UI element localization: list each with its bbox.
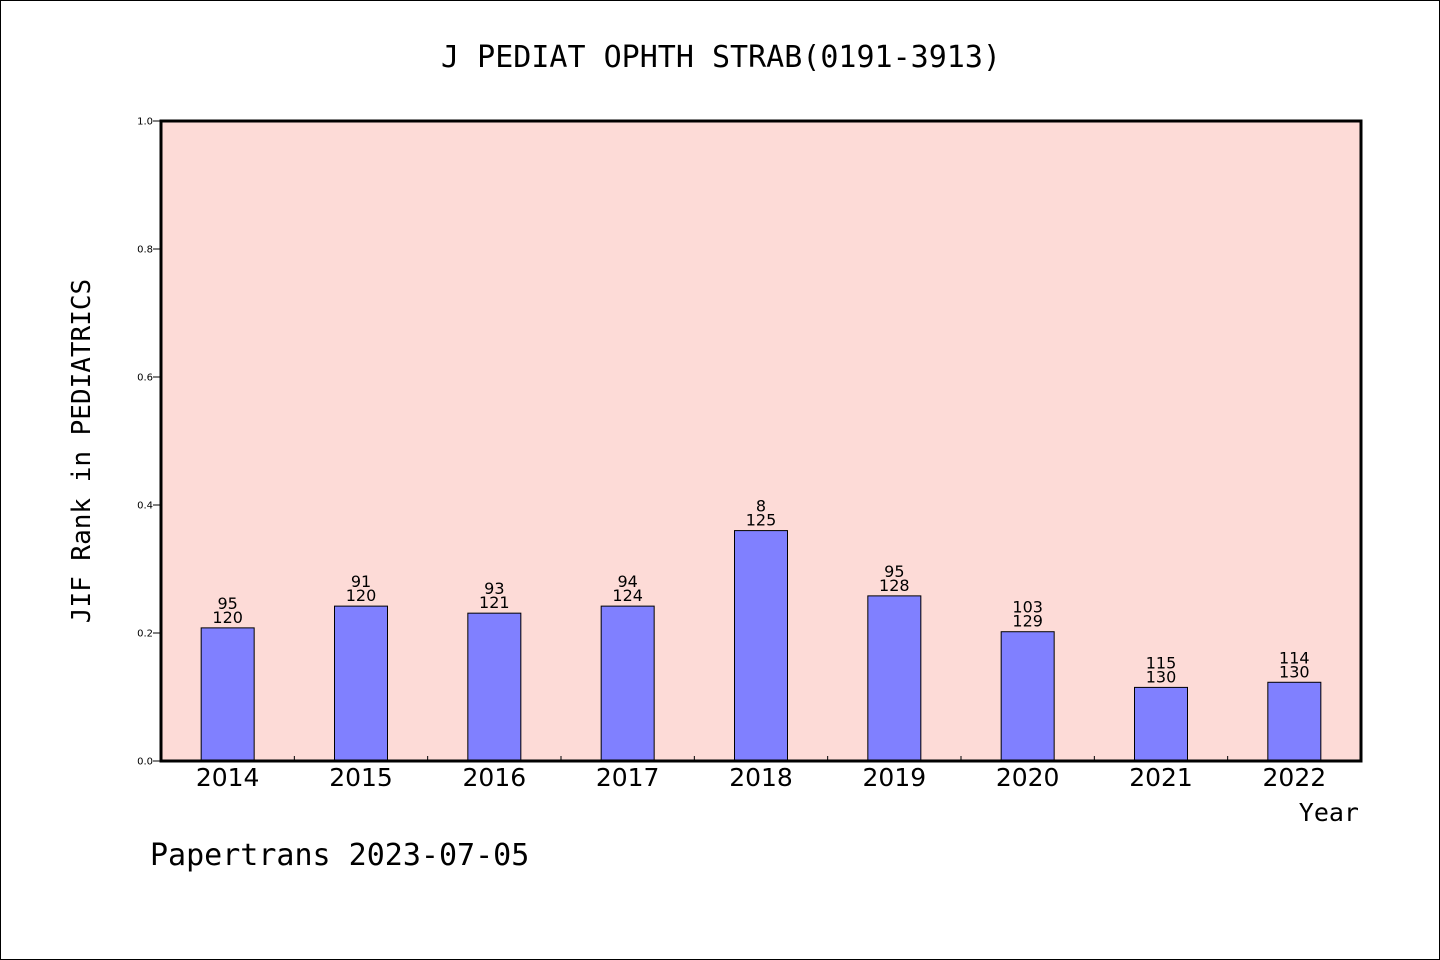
- x-axis-label: Year: [1299, 798, 1359, 827]
- y-tick-label: 0.0: [137, 757, 153, 768]
- bar-label-total: 121: [479, 593, 510, 612]
- y-tick-label: 0.2: [137, 629, 153, 640]
- footer-text: Papertrans 2023-07-05: [150, 838, 529, 873]
- bar-label-total: 130: [1279, 662, 1310, 681]
- y-axis-label: JIF Rank in PEDIATRICS: [67, 279, 97, 623]
- bar: [734, 530, 788, 762]
- bar-label-rank: 8: [756, 497, 766, 516]
- bar: [1000, 631, 1055, 762]
- bar-label-total: 120: [346, 586, 377, 605]
- bar: [1267, 681, 1322, 762]
- plot-frame: [159, 119, 1363, 763]
- bar-label-rank: 93: [484, 579, 504, 598]
- bar-label-rank: 94: [617, 572, 637, 591]
- x-tick-label: 2014: [196, 763, 260, 792]
- bar: [867, 595, 922, 762]
- x-tick-label: 2022: [1263, 763, 1327, 792]
- bar-label-rank: 114: [1279, 648, 1310, 667]
- bar-label-rank: 95: [217, 594, 237, 613]
- bar-label-rank: 91: [351, 572, 371, 591]
- bar: [334, 605, 388, 762]
- bar-series: [200, 530, 1322, 762]
- x-tick-label: 2020: [996, 763, 1060, 792]
- x-tick-label: 2015: [329, 763, 393, 792]
- bar-label-total: 129: [1012, 612, 1043, 631]
- y-tick-label: 0.4: [137, 501, 153, 512]
- bar-label-total: 124: [612, 586, 643, 605]
- y-tick-label: 0.8: [137, 245, 153, 256]
- bar-label-total: 130: [1146, 667, 1177, 686]
- bar-label-rank: 103: [1012, 598, 1043, 617]
- bar-label-total: 120: [212, 608, 243, 627]
- x-tick-label: 2016: [463, 763, 527, 792]
- x-tick-label: 2021: [1129, 763, 1193, 792]
- y-tick-label: 1.0: [137, 117, 153, 128]
- bar: [600, 605, 655, 762]
- bar-label-total: 125: [746, 511, 777, 530]
- bar-label-total: 128: [879, 576, 910, 595]
- y-tick-label: 0.6: [137, 373, 153, 384]
- bar-label-rank: 95: [884, 562, 904, 581]
- x-tick-label: 2017: [596, 763, 660, 792]
- x-tick-label: 2018: [729, 763, 793, 792]
- x-axis: 2014 2015 2016 2017 2018 2019 2020 2021 2022: [196, 756, 1326, 792]
- bar: [200, 627, 255, 762]
- bar-label-rank: 115: [1146, 653, 1177, 672]
- bar: [1134, 686, 1188, 762]
- x-tick-label: 2019: [863, 763, 927, 792]
- chart-title: J PEDIAT OPHTH STRAB(0191-3913): [441, 40, 1001, 75]
- y-axis: 0.0 0.2 0.4 0.6 0.8 1.0: [137, 117, 161, 768]
- bar: [467, 612, 522, 762]
